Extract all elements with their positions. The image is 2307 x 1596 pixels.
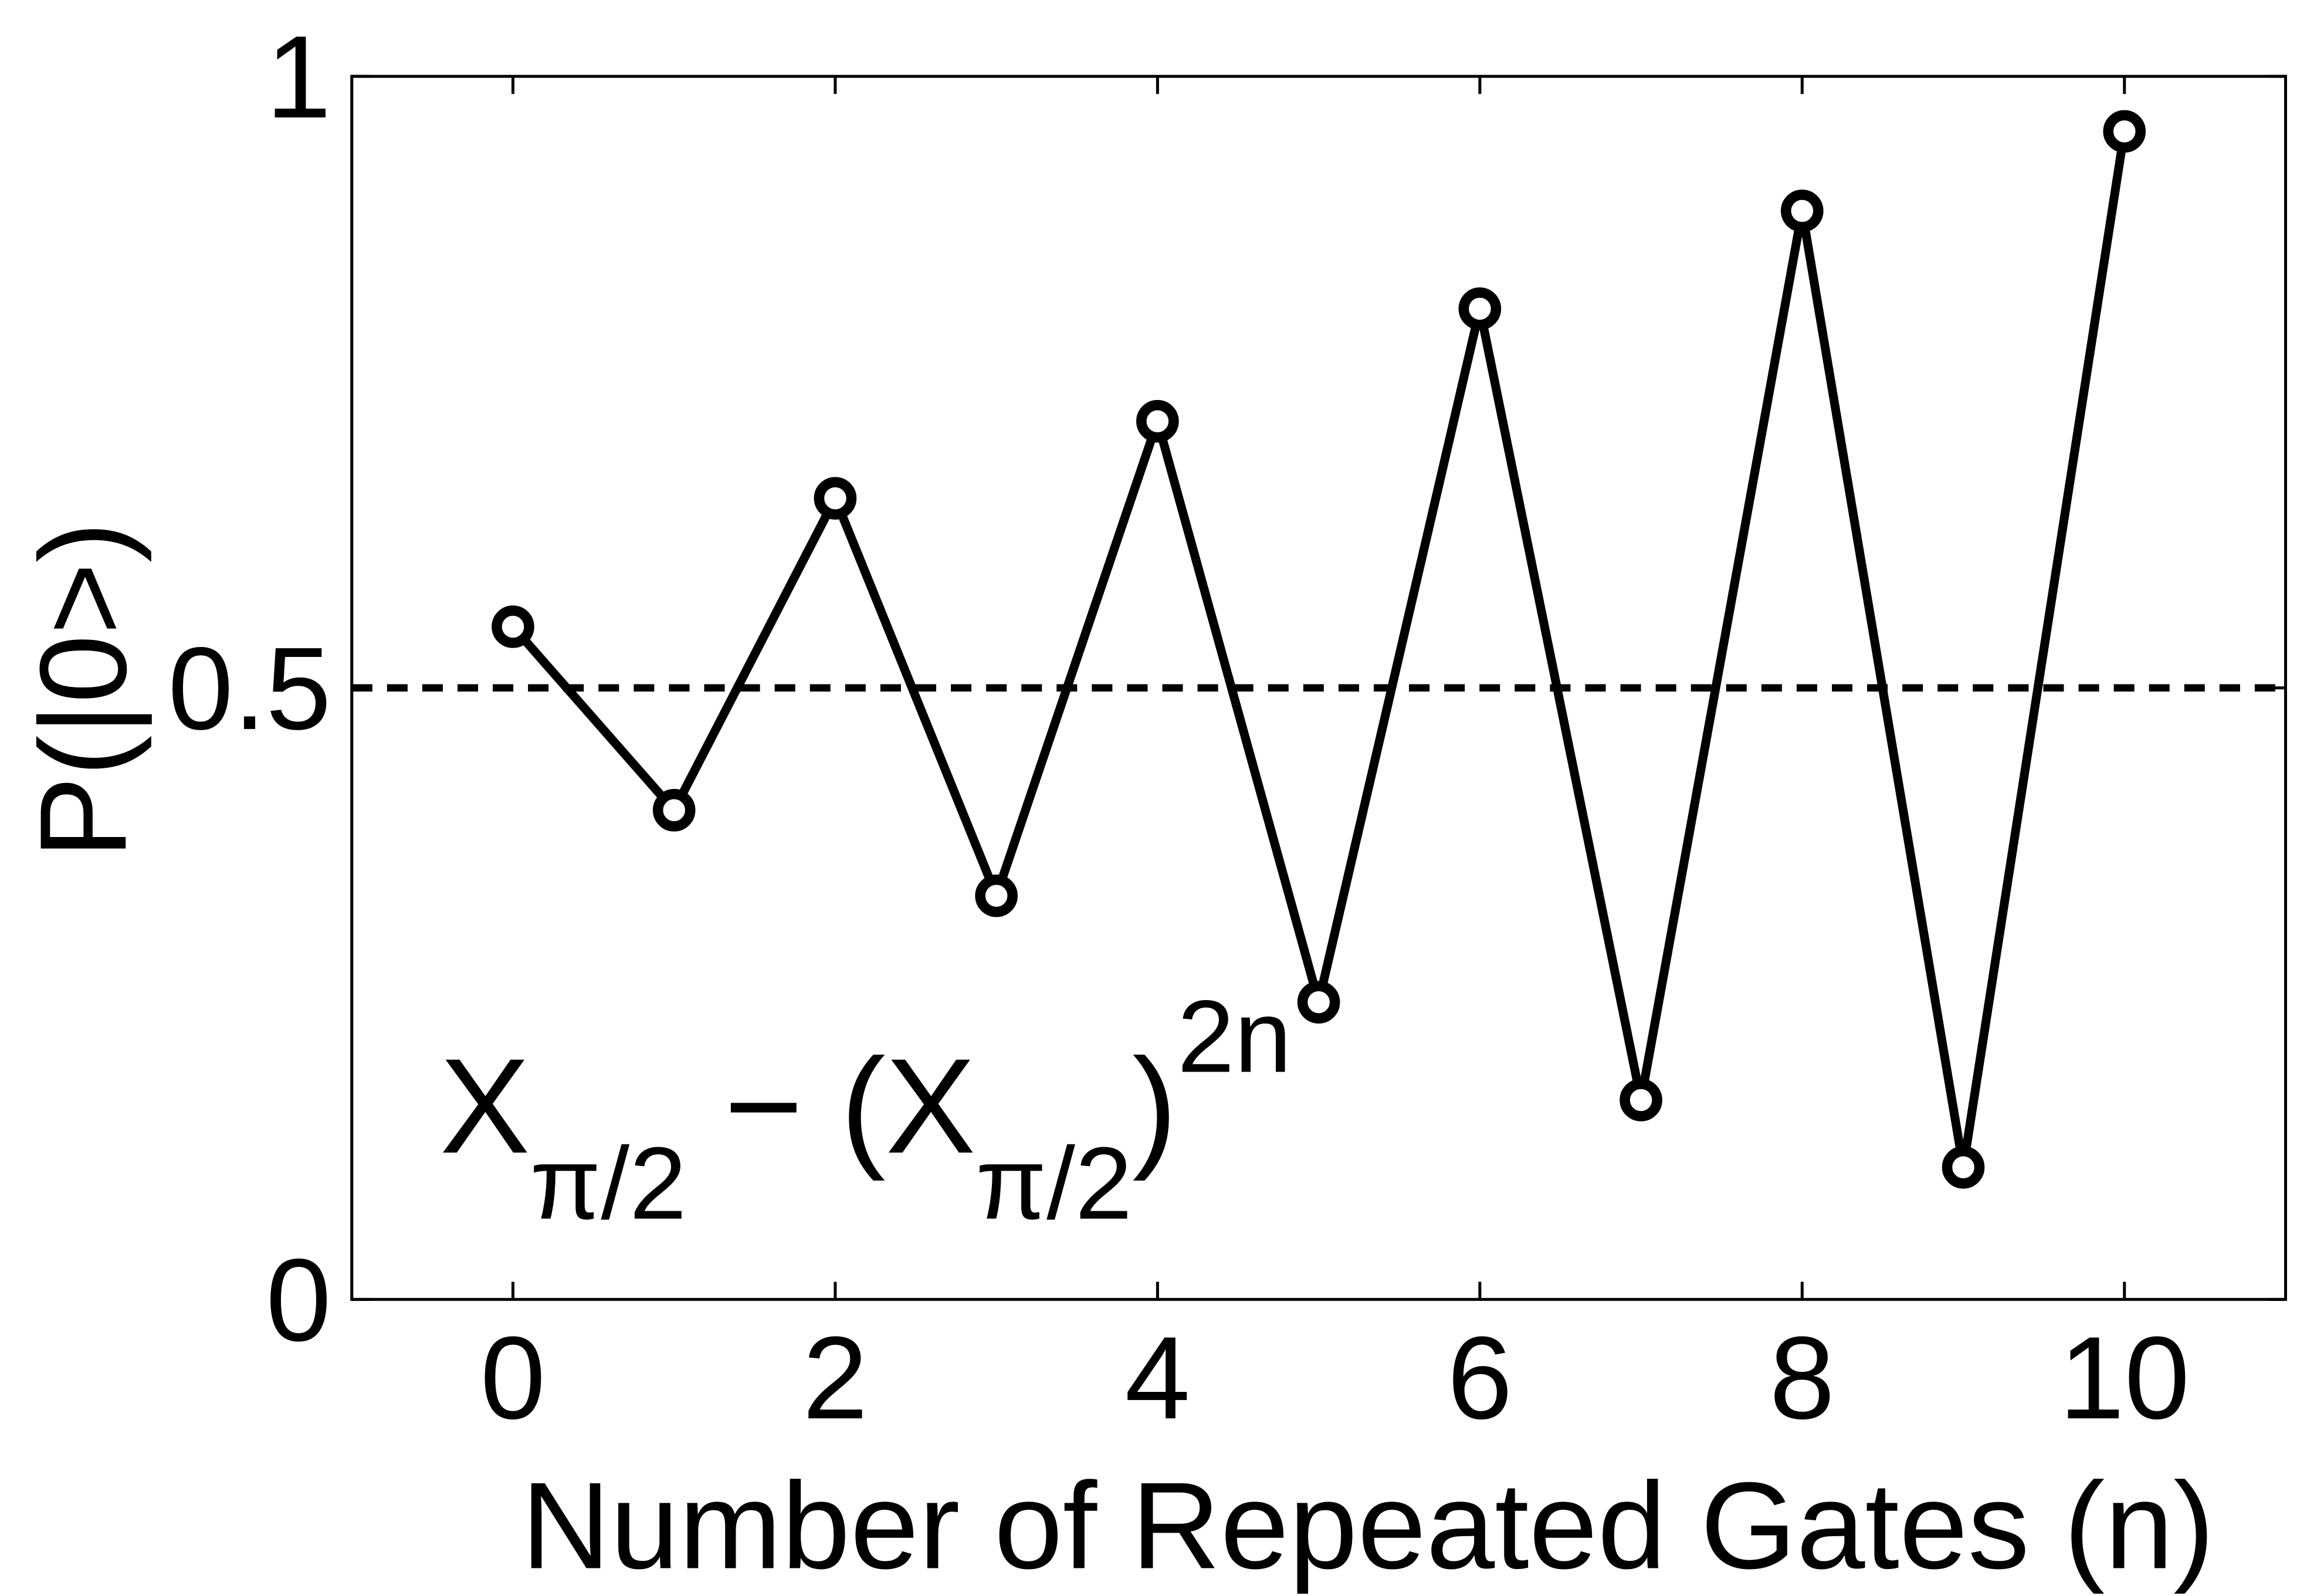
annotation-part: 2n [1177,979,1292,1094]
annotation-part: ) [1132,1031,1177,1181]
y-tick-label: 0.5 [168,624,331,754]
data-marker [1942,1146,1985,1189]
data-marker [975,874,1018,917]
x-tick-label: 0 [480,1313,546,1443]
x-tick-label: 4 [1125,1313,1190,1443]
annotation-part: π/2 [530,1126,687,1241]
data-marker [1620,1079,1662,1121]
annotation-part: X [440,1031,530,1181]
x-axis-label: Number of Repeated Gates (n) [521,1456,2215,1594]
y-axis-label: P(|0>) [14,521,152,859]
annotation-part: − (X [687,1031,976,1181]
data-marker [2103,110,2146,153]
x-tick-label: 2 [802,1313,868,1443]
data-marker [1781,189,1824,232]
data-marker [1458,287,1502,330]
data-marker [1297,981,1340,1024]
y-tick-label: 1 [266,12,331,143]
y-tick-label: 0 [266,1235,331,1365]
data-marker [652,788,696,832]
annotation-part: π/2 [975,1126,1132,1241]
data-marker [492,605,534,648]
x-tick-label: 8 [1770,1313,1835,1443]
data-marker [814,477,857,520]
x-tick-label: 10 [2059,1313,2190,1443]
data-marker [1136,399,1179,443]
x-tick-label: 6 [1447,1313,1512,1443]
annotation: Xπ/2 − (Xπ/2)2n [440,979,1292,1241]
